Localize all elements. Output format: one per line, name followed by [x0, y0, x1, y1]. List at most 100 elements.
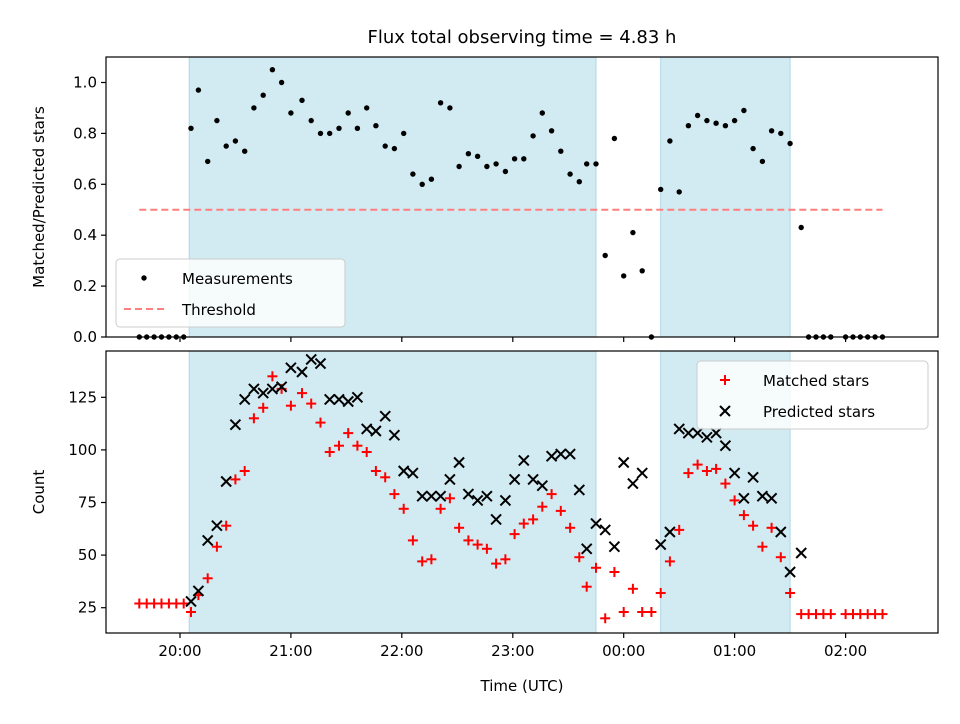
matched-star-point — [574, 552, 585, 563]
predicted-star-point — [719, 439, 732, 452]
predicted-star-point — [314, 357, 327, 370]
matched-star-point — [600, 613, 611, 624]
x-b — [370, 425, 382, 437]
predicted-star-point — [701, 431, 713, 444]
matched-star-point — [239, 466, 250, 476]
matched-star-point — [609, 567, 620, 577]
measurement-point — [474, 153, 481, 159]
x-b — [545, 450, 558, 462]
measurement-point — [223, 143, 229, 149]
x-b — [416, 490, 428, 502]
x-b — [527, 473, 539, 486]
predicted-star-point — [416, 490, 428, 502]
x-b — [229, 418, 242, 431]
x-b — [701, 431, 713, 444]
matched-star-point — [581, 581, 592, 592]
legend-label: Matched stars — [763, 372, 869, 390]
predicted-star-point — [238, 393, 251, 406]
y-tick-label: 25 — [78, 599, 97, 617]
predicted-star-point — [617, 456, 630, 469]
matched-star-point — [361, 447, 372, 457]
x-tick-label: 22:00 — [380, 642, 423, 660]
matched-star-point — [720, 478, 731, 489]
matched-star-point — [877, 609, 888, 620]
matched-star-point — [306, 398, 317, 409]
measurement-point — [667, 138, 673, 144]
x-b — [220, 475, 232, 488]
matched-star-point — [230, 474, 241, 485]
matched-star-point — [646, 607, 657, 617]
measurement-point — [639, 268, 645, 274]
matched-star-point — [509, 529, 520, 540]
x-b — [499, 494, 512, 507]
predicted-star-point — [323, 393, 336, 406]
x-b — [747, 471, 759, 484]
axes-frame — [105, 350, 939, 634]
matched-star-point — [463, 535, 474, 546]
x-b — [351, 391, 364, 404]
predicted-star-point — [508, 473, 521, 486]
x-b — [784, 566, 796, 578]
predicted-star-point — [201, 534, 214, 547]
predicted-star-point — [664, 526, 676, 538]
predicted-star-point — [573, 484, 586, 496]
x-b — [388, 429, 401, 441]
predicted-star-point — [425, 490, 438, 502]
matched-star-point — [248, 413, 259, 424]
predicted-star-point — [682, 427, 695, 439]
measurement-point — [741, 107, 747, 114]
predicted-star-point — [360, 423, 373, 435]
panel-counts: 20:00 21:00 22:00 23:00 00:00 01:00 02:00 25 50 7… — [30, 350, 939, 695]
measurement-point — [731, 117, 738, 124]
x-b — [360, 423, 373, 435]
legend-label: Threshold — [181, 301, 256, 319]
predicted-star-point — [462, 488, 475, 500]
measurement-point — [364, 105, 370, 111]
observing-window-1 — [660, 56, 791, 338]
measurement-point — [308, 117, 314, 124]
matched-star-point — [537, 501, 548, 512]
measurement-point — [242, 148, 248, 154]
predicted-star-point — [379, 410, 391, 422]
matched-star-point — [491, 558, 502, 569]
measurement-point — [584, 161, 590, 167]
y-tick-label: 0.6 — [73, 175, 97, 193]
y-tick-label: 0.2 — [73, 277, 97, 295]
predicted-star-point — [388, 429, 401, 441]
measurement-point — [530, 133, 536, 139]
x-b — [323, 393, 336, 406]
matched-star-point — [766, 522, 777, 533]
legend-label: Predicted stars — [763, 403, 875, 421]
matched-star-point — [178, 598, 189, 609]
legend: Matched stars Predicted stars — [696, 360, 929, 430]
matched-star-point — [444, 493, 455, 504]
x-b — [580, 543, 593, 555]
measurement-point — [685, 123, 692, 129]
measurement-point — [759, 158, 766, 165]
measurement-point — [694, 112, 701, 119]
predicted-star-point — [710, 427, 722, 439]
x-tick-label: 02:00 — [824, 642, 867, 660]
predicted-star-point — [747, 471, 759, 484]
measurement-point — [576, 179, 582, 185]
matched-star-point — [674, 524, 685, 535]
y-tick-label: 0.8 — [73, 124, 97, 142]
x-tick-label: 00:00 — [602, 642, 645, 660]
matched-star-point — [701, 466, 712, 476]
matched-star-point — [637, 607, 648, 617]
y-tick-label: 0.0 — [73, 328, 97, 346]
matched-star-point — [565, 522, 576, 533]
matched-star-point — [454, 522, 465, 533]
x-b — [471, 494, 484, 507]
x-b — [453, 456, 465, 469]
x-tick-label: 23:00 — [491, 642, 534, 660]
x-b — [211, 519, 223, 532]
y-tick-label: 75 — [78, 494, 97, 512]
measurement-point — [521, 156, 527, 162]
matched-star-point — [380, 472, 391, 483]
x-b — [765, 492, 778, 505]
chart-title: Flux total observing time = 4.83 h — [368, 27, 677, 48]
measurement-point — [713, 120, 719, 126]
predicted-star-point — [220, 475, 232, 488]
x-b — [342, 395, 354, 408]
